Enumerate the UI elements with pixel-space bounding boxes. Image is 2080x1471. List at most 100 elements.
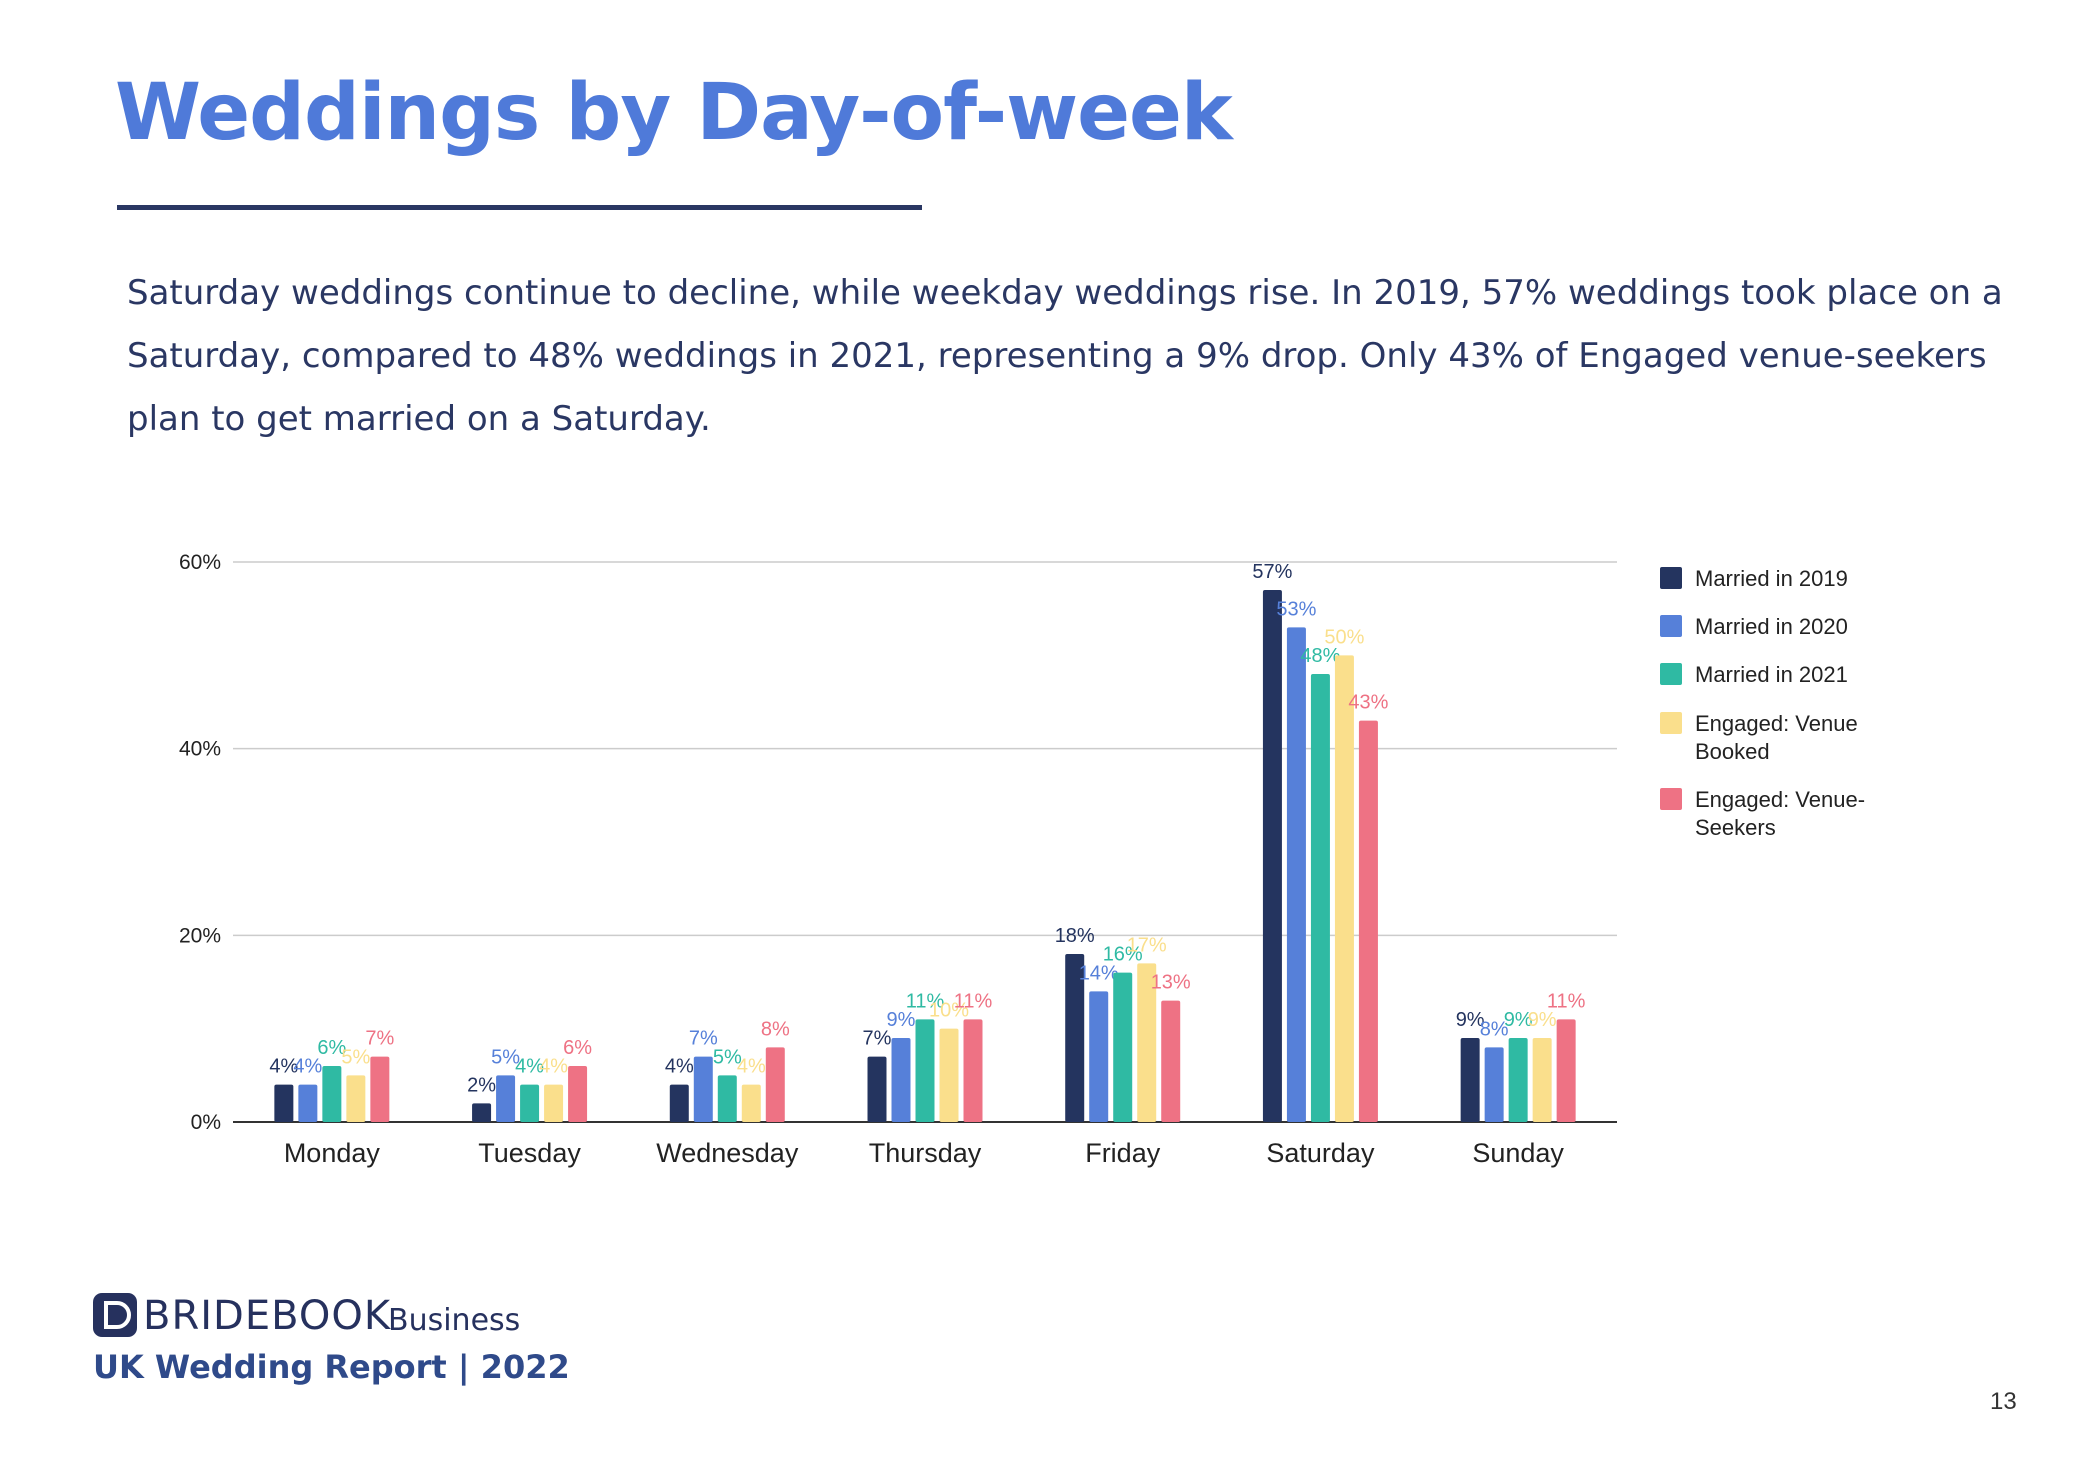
bar [717,1075,737,1122]
brand-name: BRIDEBOOK [143,1293,392,1339]
page-title: Weddings by Day-of-week [115,68,1233,158]
y-tick-label: 40% [179,738,221,761]
bar [274,1084,294,1122]
bar [1065,954,1085,1122]
bar-value-label: 7% [863,1028,892,1050]
report-title: UK Wedding Report | 2022 [93,1348,570,1386]
bar [1532,1038,1552,1122]
bar [915,1019,935,1122]
bar-value-label: 11% [906,990,945,1012]
y-tick-label: 60% [179,551,221,574]
bar [472,1103,492,1122]
bar-value-label: 4% [737,1056,766,1078]
legend-label: Married in 2020 [1695,614,1848,639]
bar-value-label: 4% [515,1056,544,1078]
bar-value-label: 4% [539,1056,568,1078]
bar-value-label: 6% [563,1037,592,1059]
bridebook-logo-icon [93,1293,137,1337]
x-tick-label: Saturday [1266,1138,1375,1168]
x-tick-label: Monday [284,1138,381,1168]
bar [1262,590,1282,1122]
y-tick-label: 0% [191,1111,221,1134]
bar [765,1047,785,1122]
bar-value-label: 53% [1276,598,1316,620]
bar [867,1056,887,1122]
bar [963,1019,983,1122]
bar-value-label: 43% [1348,692,1388,714]
bar-value-label: 5% [713,1046,742,1068]
bar-value-label: 11% [954,990,993,1012]
bar-value-label: 4% [269,1056,298,1078]
bar-value-label: 9% [1528,1009,1557,1031]
bar [298,1084,318,1122]
bar [496,1075,516,1122]
bar [1113,972,1133,1122]
legend-swatch [1660,788,1682,810]
bar-value-label: 5% [341,1046,370,1068]
bar-value-label: 6% [317,1037,346,1059]
page-number: 13 [1990,1388,2017,1415]
bar-value-label: 7% [689,1028,718,1050]
bar-value-label: 9% [1504,1009,1533,1031]
bar [669,1084,689,1122]
legend-label: Seekers [1695,815,1776,840]
bar [1484,1047,1504,1122]
bar-value-label: 7% [365,1028,394,1050]
bar [1460,1038,1480,1122]
bar [1508,1038,1528,1122]
legend-label: Engaged: Venue- [1695,787,1865,812]
bar-value-label: 2% [467,1074,496,1096]
legend-swatch [1660,567,1682,589]
x-tick-label: Sunday [1472,1138,1564,1168]
bar-value-label: 13% [1151,972,1191,994]
bar [1358,720,1378,1122]
bar [1556,1019,1576,1122]
bar-value-label: 57% [1252,561,1292,583]
bar-value-label: 9% [887,1009,916,1031]
bar-value-label: 48% [1300,645,1340,667]
legend-swatch [1660,663,1682,685]
bar [1137,963,1157,1122]
bar [544,1084,564,1122]
bar-value-label: 50% [1324,626,1364,648]
legend-label: Married in 2019 [1695,566,1848,591]
bar [1089,991,1109,1122]
bar-value-label: 11% [1547,990,1586,1012]
bar [1286,627,1306,1122]
bar-value-label: 5% [491,1046,520,1068]
bar-value-label: 18% [1055,925,1095,947]
title-underline [117,205,922,210]
legend-swatch [1660,615,1682,637]
bar-value-label: 4% [665,1056,694,1078]
x-tick-label: Wednesday [656,1138,799,1168]
legend-label: Engaged: Venue [1695,711,1858,736]
brand-suffix: Business [388,1303,521,1338]
bar [1161,1000,1181,1122]
x-tick-label: Thursday [869,1138,982,1168]
bar-value-label: 17% [1127,934,1167,956]
bar [939,1028,959,1122]
bar-value-label: 9% [1456,1009,1485,1031]
bar [693,1056,713,1122]
bar-value-label: 10% [929,1000,969,1022]
bar [1334,655,1354,1122]
bar [1310,674,1330,1122]
bar [520,1084,540,1122]
x-tick-label: Friday [1085,1138,1161,1168]
bar [370,1056,390,1122]
bar [322,1066,342,1122]
intro-paragraph: Saturday weddings continue to decline, w… [127,273,2003,439]
bar-value-label: 4% [293,1056,322,1078]
bar-value-label: 8% [1480,1018,1509,1040]
legend-label: Married in 2021 [1695,662,1848,687]
bar [568,1066,588,1122]
bar-value-label: 16% [1103,944,1143,966]
x-tick-label: Tuesday [478,1138,581,1168]
bar-value-label: 8% [761,1018,790,1040]
bar [741,1084,761,1122]
bar-value-label: 14% [1079,962,1119,984]
legend-swatch [1660,712,1682,734]
bar [346,1075,366,1122]
legend-label: Booked [1695,739,1770,764]
